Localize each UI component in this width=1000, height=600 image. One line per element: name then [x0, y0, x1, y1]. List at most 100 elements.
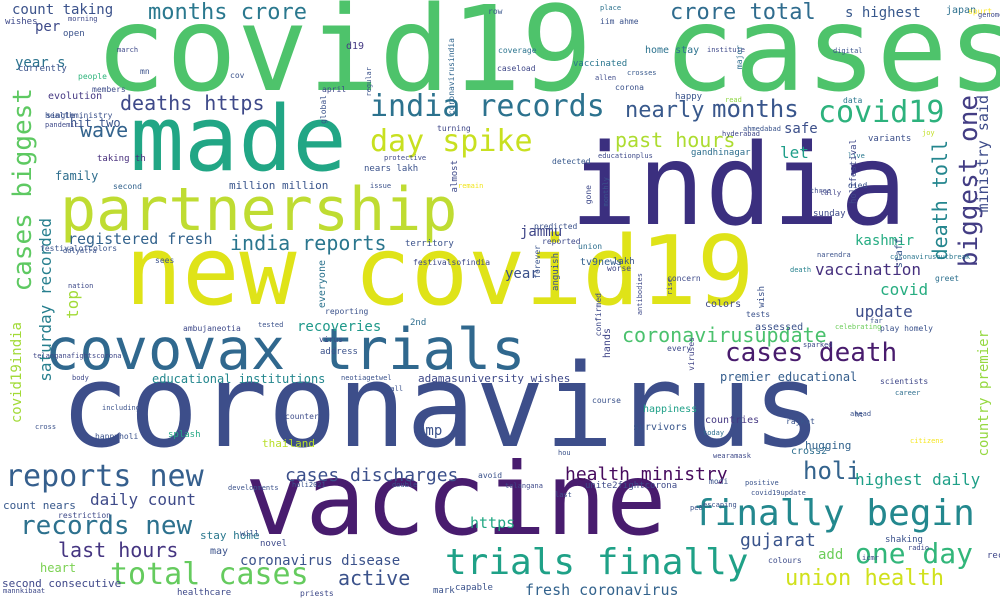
- word-will: will: [240, 529, 260, 538]
- word-gone: gone: [584, 185, 593, 205]
- word-cross2: cross2: [791, 446, 828, 457]
- word-let: let: [780, 143, 809, 162]
- word-data: data: [843, 96, 863, 105]
- word-mn: mn: [140, 67, 150, 76]
- word-forever: forever: [533, 245, 542, 279]
- word-coronavirusupdate: coronavirusupdate: [622, 323, 827, 347]
- word-concern: concern: [667, 274, 701, 283]
- word-vaccine: vaccine: [245, 441, 667, 558]
- word-cases-biggest: cases biggest: [8, 88, 38, 292]
- word-play-homely: play homely: [880, 324, 933, 333]
- word-safe: safe: [784, 121, 818, 137]
- word-celebrating: celebrating: [835, 323, 882, 331]
- word-kashmir: kashmir: [855, 233, 915, 249]
- word-pe0: pe0: [690, 504, 703, 512]
- word-single: single: [46, 111, 75, 120]
- word-health-ministry: health ministry: [565, 464, 728, 485]
- word-digital: digital: [833, 47, 863, 55]
- word-holifestival: holifestival: [849, 139, 859, 205]
- word-tested: tested: [258, 321, 284, 329]
- word-count-nears: count nears: [3, 499, 76, 512]
- word-predicted: predicted: [534, 222, 578, 231]
- word-highest-daily: highest daily: [855, 470, 981, 489]
- word-restriction: restriction: [58, 511, 111, 520]
- word-read: read: [725, 96, 742, 104]
- word-https: https: [470, 514, 516, 532]
- word-may: may: [210, 546, 229, 557]
- word-million-million: million million: [229, 179, 329, 192]
- word-tally: tally: [820, 189, 842, 197]
- word-past-hours: past hours: [615, 128, 736, 152]
- word-spurt: spurt: [968, 7, 993, 16]
- word-family: family: [55, 169, 99, 183]
- word-second-consecutive: second consecutive: [2, 577, 122, 590]
- word-icmr: icmr: [862, 554, 879, 562]
- word-avoid: avoid: [478, 471, 503, 480]
- word-shaking: shaking: [885, 535, 923, 545]
- word-update: update: [855, 302, 913, 321]
- word-open: open: [63, 29, 85, 39]
- word-one-day: one day: [855, 537, 974, 570]
- word-daily-count: daily count: [90, 490, 196, 509]
- word-row: row: [488, 7, 503, 16]
- word-greet: greet: [935, 274, 960, 283]
- word-modi: modi: [709, 477, 729, 486]
- word-home-stay: home stay: [645, 45, 700, 56]
- word-place: place: [600, 4, 622, 12]
- word-wearamask: wearamask: [713, 452, 751, 460]
- word-records-new: records new: [20, 511, 193, 541]
- word-tests: tests: [746, 310, 771, 319]
- word-joy: joy: [922, 129, 935, 137]
- word-corona: corona: [615, 83, 644, 92]
- word-day-spike: day spike: [370, 124, 533, 159]
- word-pandemic: pandemic: [45, 121, 79, 129]
- word-count-taking: count taking: [12, 2, 114, 18]
- word-mannkibaat: mannkibaat: [3, 587, 46, 595]
- word-global: global: [319, 95, 328, 124]
- word-total-cases: total cases: [110, 557, 309, 592]
- word-made: made: [130, 87, 347, 192]
- word-remain: remain: [458, 182, 484, 190]
- word-live: live: [848, 152, 865, 160]
- word-anguish: anguish: [551, 253, 561, 291]
- word-iim-ahme: iim ahme: [600, 17, 639, 26]
- word-new-covid19: new covid19: [125, 217, 755, 327]
- word-finally-begin: finally begin: [693, 493, 975, 534]
- word-top: top: [63, 290, 82, 319]
- word-add: add: [818, 547, 844, 563]
- word-detected: detected: [552, 157, 591, 166]
- word-amp: amp: [417, 423, 443, 439]
- word-crosses: crosses: [627, 69, 657, 77]
- word-institute: institute: [707, 46, 745, 54]
- word-active: active: [338, 566, 411, 590]
- word-covid19: covid19: [818, 95, 945, 130]
- word-survivors: survivors: [633, 422, 688, 433]
- word-holi: holi: [803, 457, 861, 485]
- word-union: union: [578, 242, 603, 251]
- word-rajkot: rajkot: [786, 417, 815, 426]
- word-adamasuniversity-wishes: adamasuniversity wishes: [418, 372, 571, 385]
- word-radio: radio: [908, 544, 930, 552]
- word-telanganafightscorona: telanganafightscorona: [33, 352, 122, 360]
- word-monthly: monthly: [602, 177, 610, 207]
- word-recorded: recorded: [987, 551, 1000, 561]
- word-ministry-said: ministry said: [974, 95, 992, 213]
- word-capable: capable: [455, 583, 493, 593]
- word-second: second: [113, 182, 142, 191]
- word-every: every: [667, 344, 692, 353]
- word-reported: reported: [542, 237, 581, 246]
- word-crore-total: crore total: [670, 0, 816, 25]
- word-happy: happy: [675, 92, 703, 102]
- word-small: small: [382, 385, 404, 393]
- word-developments: developments: [228, 484, 279, 492]
- word-staff: staff: [894, 238, 905, 269]
- word-healthcare: healthcare: [177, 588, 232, 598]
- word-months: months: [712, 95, 799, 123]
- word-fresh-coronavirus: fresh coronavirus: [525, 581, 679, 599]
- word-antibodies: antibodies: [636, 273, 644, 316]
- word-colours: colours: [768, 556, 802, 565]
- word-last-hours: last hours: [58, 538, 179, 562]
- word-turning: turning: [437, 124, 471, 133]
- word-career: career: [895, 389, 921, 397]
- word-heart: heart: [40, 561, 77, 575]
